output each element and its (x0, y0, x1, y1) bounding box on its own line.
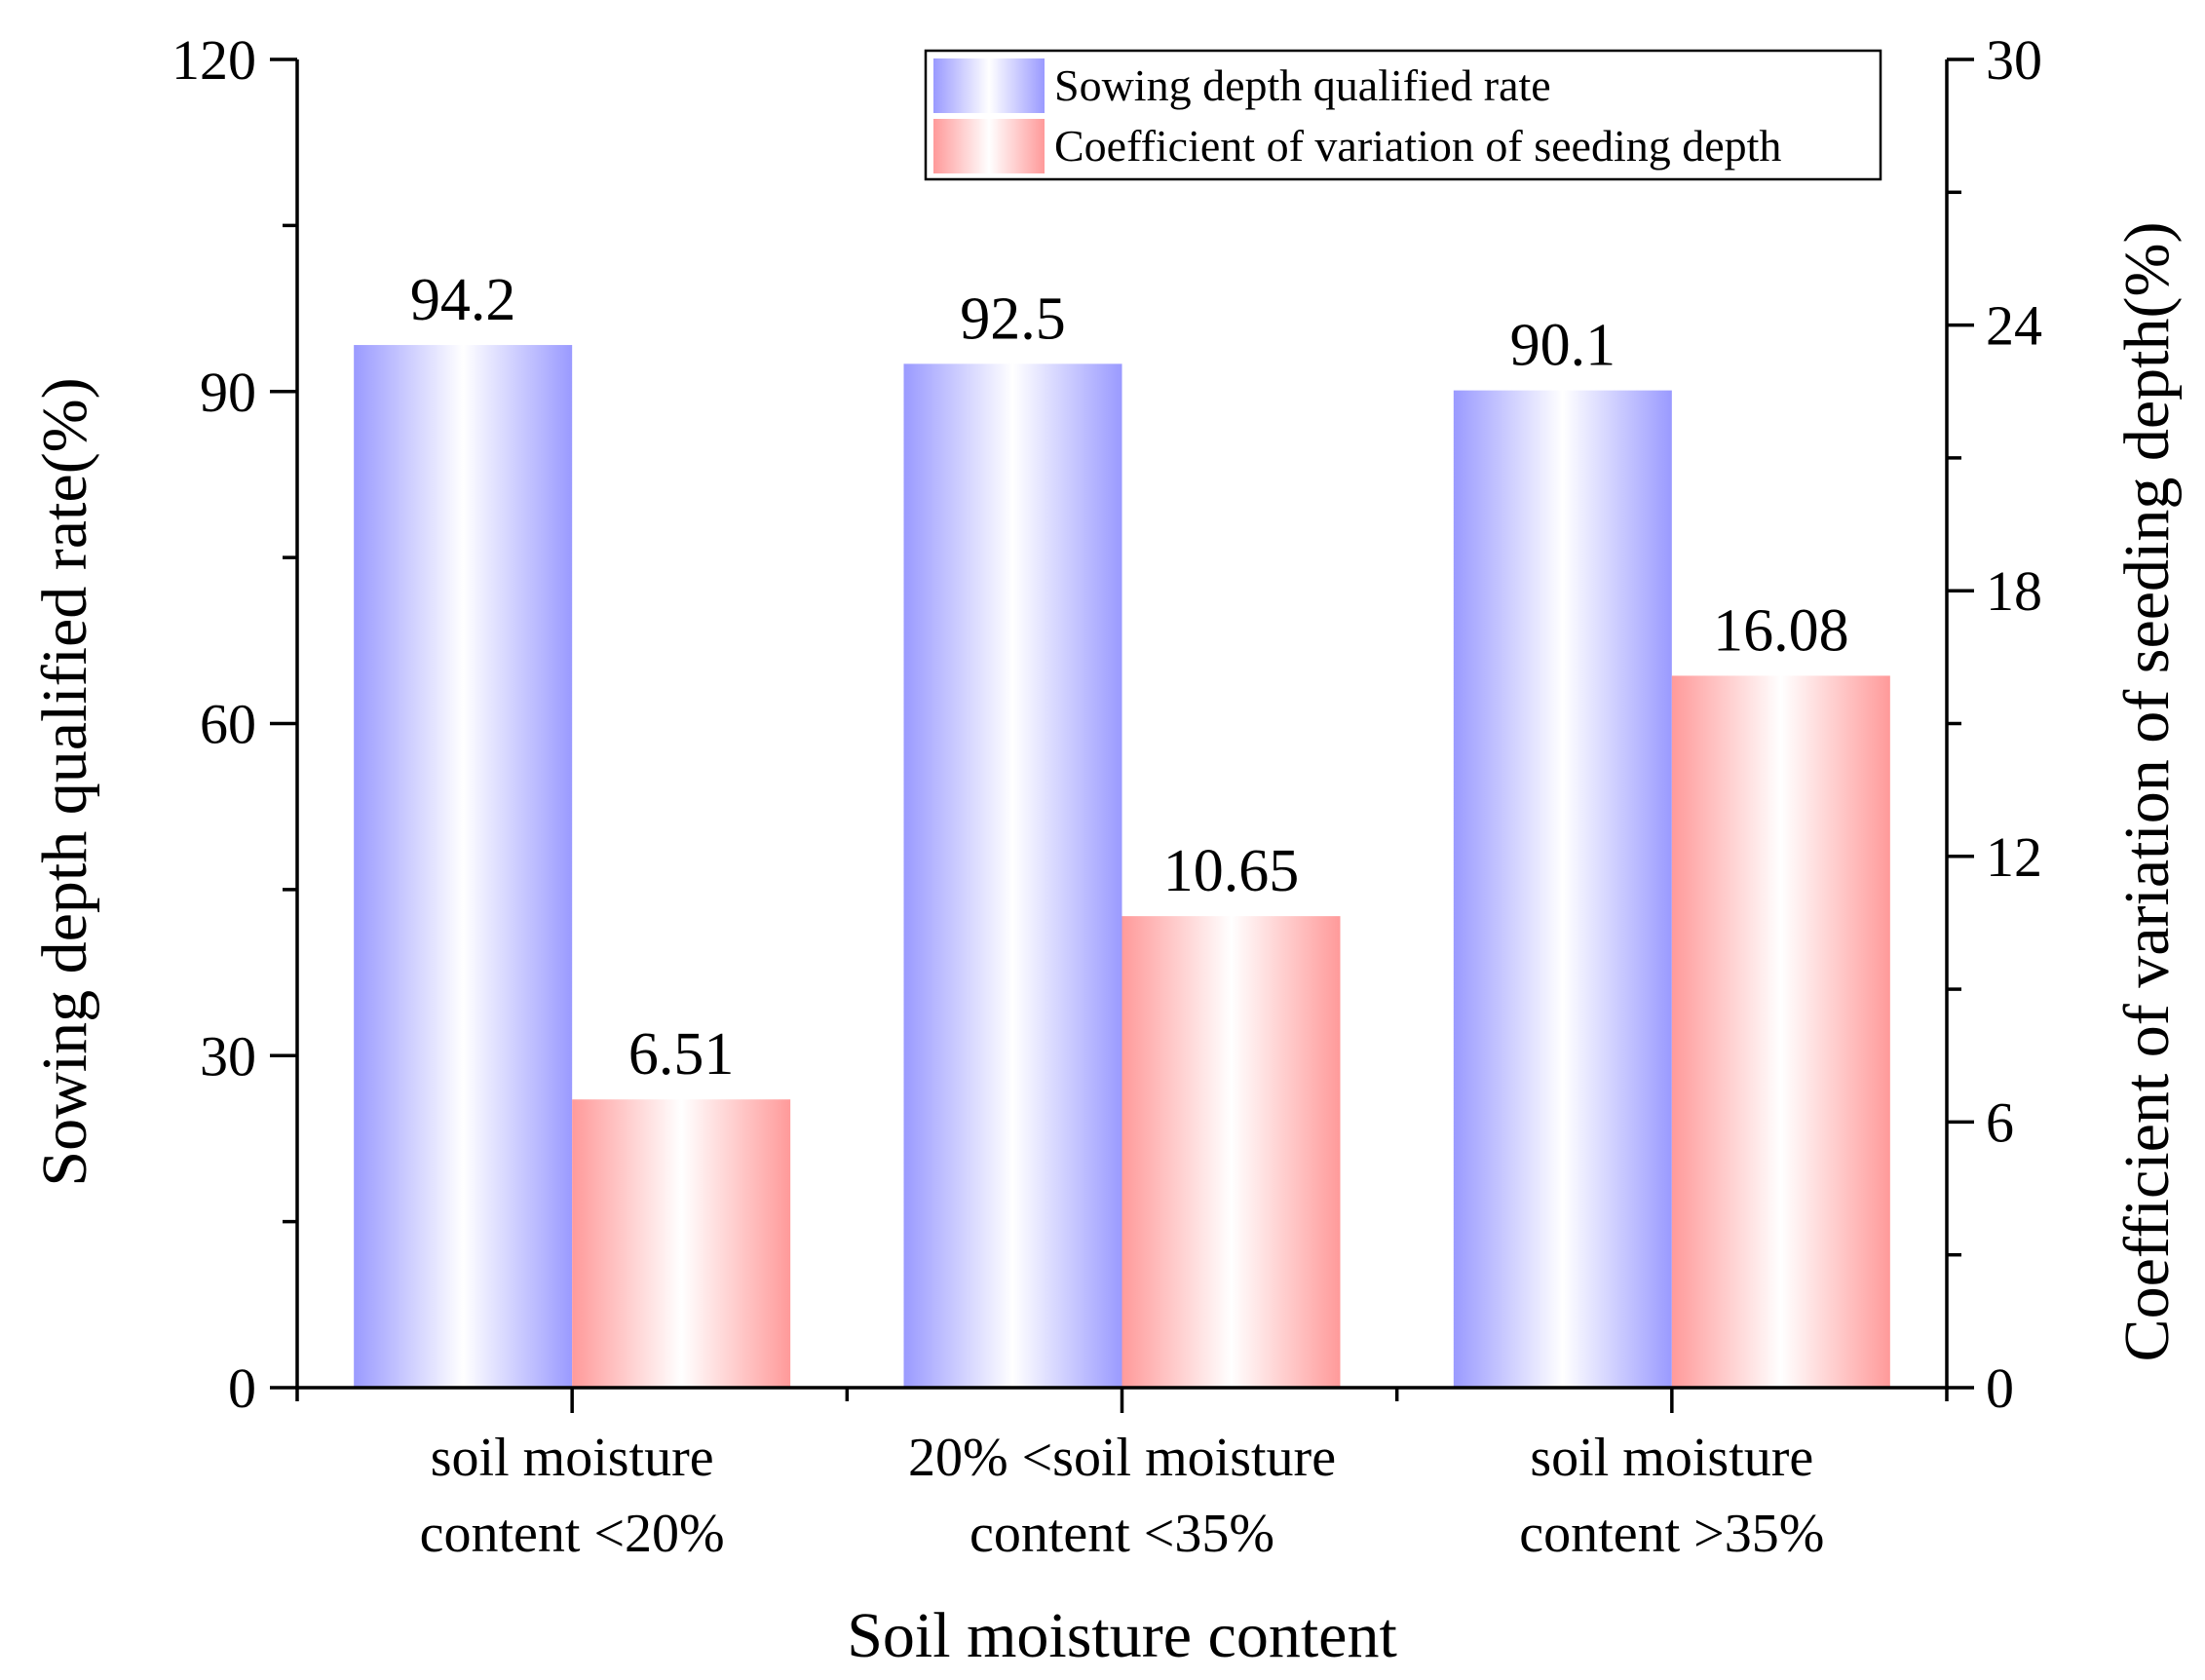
bar-series1-1 (354, 345, 573, 1388)
y-right-tick-label: 30 (1986, 28, 2042, 92)
legend: Sowing depth qualified rate Coefficient o… (924, 49, 1882, 181)
y-right-tick-label: 18 (1986, 559, 2042, 623)
data-label-series1-3: 90.1 (1510, 313, 1616, 379)
y-left-tick-label: 60 (200, 693, 256, 756)
x-tick-label-1: soil moisture (431, 1428, 714, 1488)
y-left-tick-label: 0 (228, 1356, 256, 1420)
y-left-tick-label: 90 (200, 361, 256, 424)
x-tick-label-3: content >35% (1519, 1504, 1824, 1564)
data-label-series2-3: 16.08 (1713, 597, 1849, 664)
labels-layer: 94.2 92.5 90.1 6.51 10.65 16.08 0 30 60 90 120 0 6 12… (29, 28, 2183, 1671)
bar-series2-3 (1671, 675, 1890, 1388)
bar-series1-2 (903, 363, 1122, 1389)
x-axis-title: Soil moisture content (847, 1600, 1397, 1671)
data-label-series1-1: 94.2 (410, 267, 516, 333)
bar-series1-3 (1453, 390, 1672, 1389)
axes-layer (270, 57, 1974, 1413)
bar-series2-2 (1122, 916, 1341, 1388)
x-tick-label-3: soil moisture (1530, 1428, 1813, 1488)
y-right-tick-label: 12 (1986, 825, 2042, 889)
legend-label-1: Sowing depth qualified rate (1054, 60, 1551, 110)
legend-box (924, 49, 1882, 181)
data-label-series2-1: 6.51 (628, 1021, 735, 1088)
y-left-tick-label: 120 (171, 28, 256, 92)
bars-layer (354, 345, 1890, 1389)
y-axis-left-title: Sowing depth qualified rate(%) (29, 377, 100, 1186)
bar-series2-1 (572, 1099, 791, 1388)
x-tick-label-1: content <20% (420, 1504, 725, 1564)
legend-swatch-1 (933, 58, 1045, 113)
legend-label-2: Coefficient of variation of seeding dept… (1054, 121, 1781, 171)
data-label-series2-2: 10.65 (1163, 838, 1300, 904)
y-right-tick-label: 6 (1986, 1090, 2014, 1154)
y-right-tick-label: 0 (1986, 1356, 2014, 1420)
legend-swatch-2 (933, 119, 1045, 173)
data-label-series1-2: 92.5 (960, 286, 1066, 352)
y-right-tick-label: 24 (1986, 294, 2042, 358)
y-left-tick-label: 30 (200, 1024, 256, 1088)
x-tick-label-2: content <35% (969, 1504, 1274, 1564)
y-axis-right-title: Coefficient of variation of seeding dept… (2111, 222, 2183, 1362)
x-tick-label-2: 20% <soil moisture (908, 1428, 1336, 1488)
